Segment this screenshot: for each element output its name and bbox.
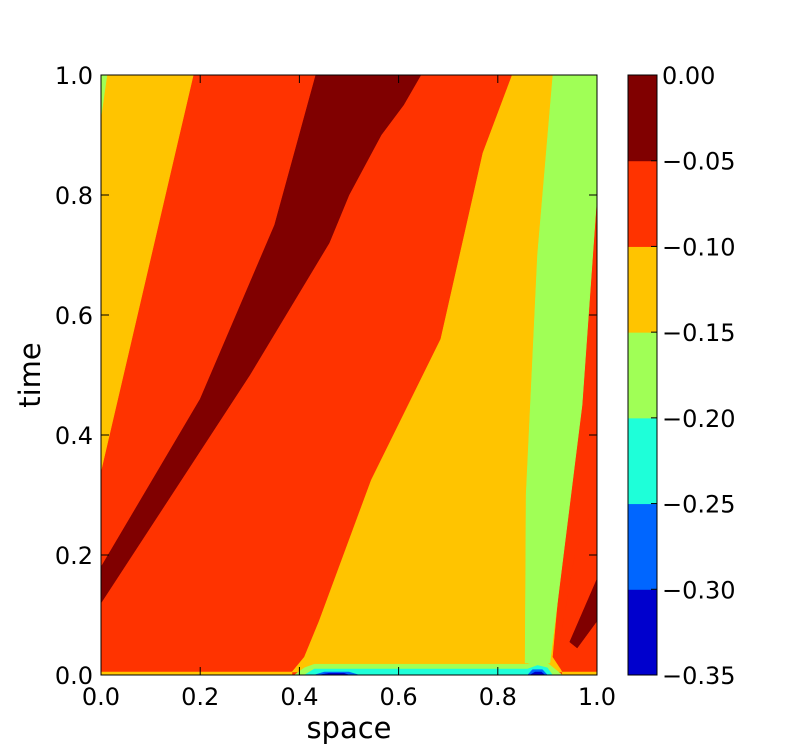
y-tick-label: 0.8 <box>55 182 93 210</box>
contour-region-7 <box>569 578 597 649</box>
x-tick-label: 0.6 <box>380 683 418 711</box>
colorbar: 0.00 −0.05 −0.10 −0.15 −0.20 −0.25 −0.30 −0.35 <box>628 62 736 690</box>
x-tick-label: 0.4 <box>280 683 318 711</box>
x-tick-label: 0.0 <box>82 683 120 711</box>
colorbar-swatch <box>628 160 657 247</box>
colorbar-swatch <box>628 417 657 505</box>
x-tick-label: 1.0 <box>578 683 616 711</box>
x-axis-label: space <box>306 711 391 745</box>
y-tick-label: 0.0 <box>55 662 93 690</box>
contour-region-5 <box>524 75 597 664</box>
colorbar-swatch <box>628 246 657 333</box>
contour-region-9 <box>562 671 597 675</box>
y-tick-label: 0.2 <box>55 542 93 570</box>
colorbar-swatch <box>628 589 657 676</box>
colorbar-swatch <box>628 75 657 162</box>
colorbar-tick-label: −0.15 <box>662 319 736 347</box>
colorbar-tick-label: −0.25 <box>662 491 736 519</box>
x-axis: 0.0 0.2 0.4 0.6 0.8 1.0 <box>82 75 616 711</box>
y-axis: 0.0 0.2 0.4 0.6 0.8 1.0 <box>55 62 597 690</box>
contour-region-8 <box>101 671 293 675</box>
colorbar-swatch <box>628 332 657 419</box>
colorbar-tick-label: −0.30 <box>662 576 736 604</box>
contour-region-11 <box>303 665 553 675</box>
colorbar-tick-label: −0.35 <box>662 662 736 690</box>
y-tick-label: 0.6 <box>55 302 93 330</box>
y-axis-label: time <box>13 342 47 408</box>
colorbar-frame <box>627 74 658 676</box>
x-tick-label: 0.2 <box>181 683 219 711</box>
colorbar-swatch <box>628 503 657 590</box>
colorbar-tick-label: −0.20 <box>662 405 736 433</box>
colorbar-tick-label: −0.10 <box>662 233 736 261</box>
y-tick-label: 1.0 <box>55 62 93 90</box>
x-tick-label: 0.8 <box>479 683 517 711</box>
colorbar-tick-label: 0.00 <box>662 62 715 90</box>
colorbar-tick-label: −0.05 <box>662 148 736 176</box>
contour-region-2 <box>101 75 108 118</box>
y-tick-label: 0.4 <box>55 422 93 450</box>
contour-region-1 <box>101 75 194 472</box>
contour-region-3 <box>101 75 422 604</box>
contour-regions <box>101 75 597 675</box>
plot-frame <box>100 74 598 676</box>
